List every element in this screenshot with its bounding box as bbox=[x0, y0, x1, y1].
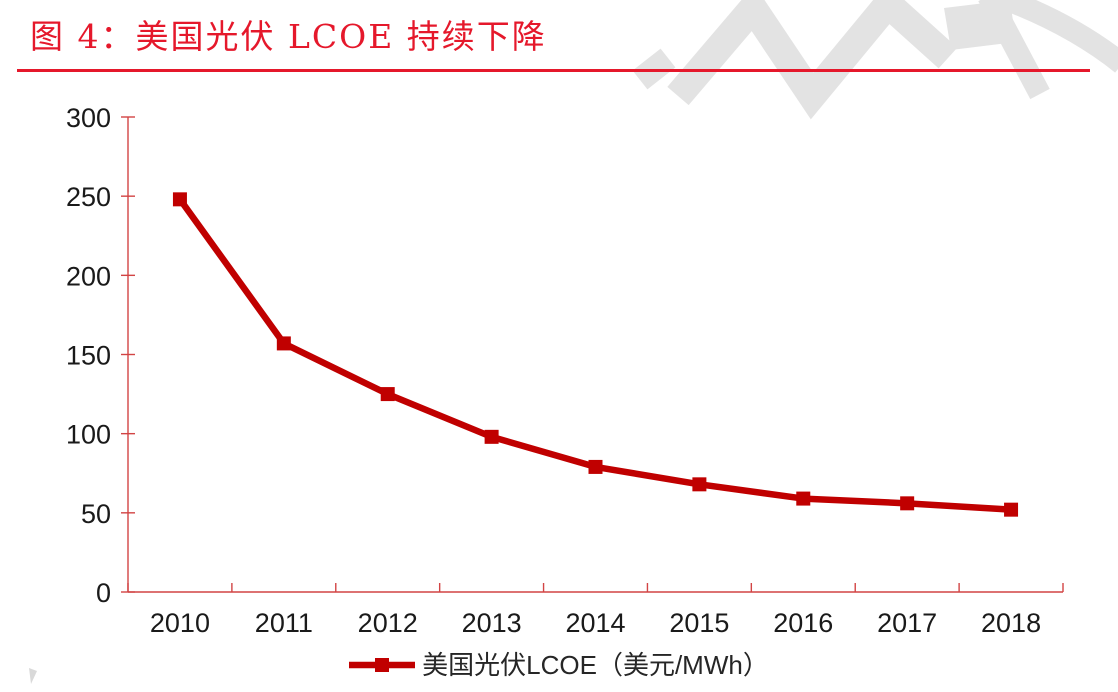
data-point-2018 bbox=[1004, 502, 1019, 517]
data-point-2016 bbox=[796, 491, 811, 506]
y-tick-label: 0 bbox=[96, 578, 111, 608]
data-point-2012 bbox=[380, 387, 395, 402]
x-tick-label: 2014 bbox=[565, 608, 625, 638]
data-point-2011 bbox=[276, 336, 291, 351]
data-point-2014 bbox=[588, 459, 603, 474]
x-tick-label: 2010 bbox=[150, 608, 210, 638]
figure-title: 图 4：美国光伏 LCOE 持续下降 bbox=[30, 17, 547, 56]
x-tick-label: 2013 bbox=[462, 608, 522, 638]
y-tick-label: 300 bbox=[66, 103, 111, 133]
legend-label: 美国光伏LCOE（美元/MWh） bbox=[422, 650, 769, 680]
title-divider bbox=[17, 69, 1090, 72]
data-point-2013 bbox=[484, 429, 499, 444]
y-tick-label: 150 bbox=[66, 341, 111, 371]
x-tick-label: 2015 bbox=[669, 608, 729, 638]
y-tick-label: 50 bbox=[81, 499, 111, 529]
x-tick-label: 2017 bbox=[877, 608, 937, 638]
data-point-2010 bbox=[172, 192, 187, 207]
legend-line-marker-icon bbox=[349, 658, 416, 672]
y-tick-label: 250 bbox=[66, 182, 111, 212]
y-tick-label: 100 bbox=[66, 420, 111, 450]
x-tick-label: 2012 bbox=[358, 608, 418, 638]
x-tick-label: 2016 bbox=[773, 608, 833, 638]
data-point-2017 bbox=[900, 496, 915, 511]
x-tick-label: 2018 bbox=[981, 608, 1041, 638]
data-point-2015 bbox=[692, 477, 707, 492]
x-tick-label: 2011 bbox=[255, 608, 313, 638]
chart-legend: 美国光伏LCOE（美元/MWh） bbox=[0, 649, 1118, 681]
y-tick-label: 200 bbox=[66, 261, 111, 291]
